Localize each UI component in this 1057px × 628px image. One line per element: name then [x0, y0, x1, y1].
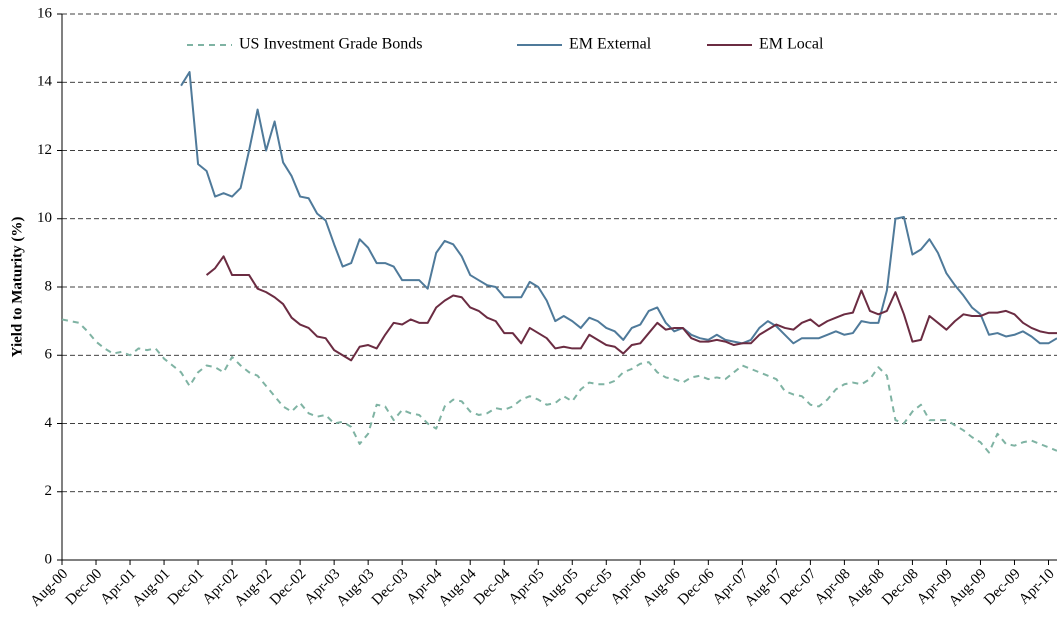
y-tick-label: 14	[37, 74, 53, 90]
x-tick-label: Dec-04	[471, 566, 514, 609]
x-tick-label: Aug-03	[334, 566, 378, 610]
x-tick-label: Dec-00	[63, 566, 106, 609]
x-tick-label: Aug-09	[946, 566, 990, 610]
line-series	[205, 255, 1057, 362]
y-tick-label: 6	[45, 347, 53, 363]
x-tick-label: Dec-03	[369, 566, 412, 609]
x-tick-label: Aug-01	[130, 566, 174, 610]
x-tick-label: Aug-02	[232, 566, 276, 610]
y-tick-label: 10	[37, 210, 52, 226]
x-tick-label: Aug-04	[436, 566, 480, 610]
x-tick-label: Aug-06	[640, 566, 684, 610]
x-tick-label: Aug-07	[742, 566, 786, 610]
line-series	[180, 71, 1057, 345]
x-tick-label: Dec-06	[675, 566, 718, 609]
legend-label: US Investment Grade Bonds	[239, 36, 423, 53]
x-tick-label: Aug-00	[28, 566, 72, 610]
x-tick-label: Dec-08	[879, 566, 922, 609]
x-tick-label: Dec-02	[267, 566, 310, 609]
x-tick-label: Aug-05	[538, 566, 582, 610]
x-tick-label: Dec-05	[573, 566, 616, 609]
y-tick-label: 16	[37, 5, 53, 21]
y-axis-title: Yield to Maturity (%)	[9, 217, 25, 358]
y-tick-label: 12	[37, 142, 52, 158]
legend-label: EM Local	[759, 36, 824, 53]
x-tick-label: Dec-01	[165, 566, 208, 609]
x-tick-label: Aug-08	[844, 566, 888, 610]
legend-label: EM External	[569, 36, 652, 53]
x-tick-label: Dec-09	[981, 566, 1024, 609]
y-tick-label: 2	[45, 483, 53, 499]
x-tick-label: Apr-10	[1016, 566, 1057, 608]
y-tick-label: 8	[45, 278, 53, 294]
x-tick-label: Dec-07	[777, 566, 820, 609]
y-tick-label: 4	[45, 415, 53, 431]
y-tick-label: 0	[45, 551, 53, 567]
line-series	[61, 318, 1057, 454]
